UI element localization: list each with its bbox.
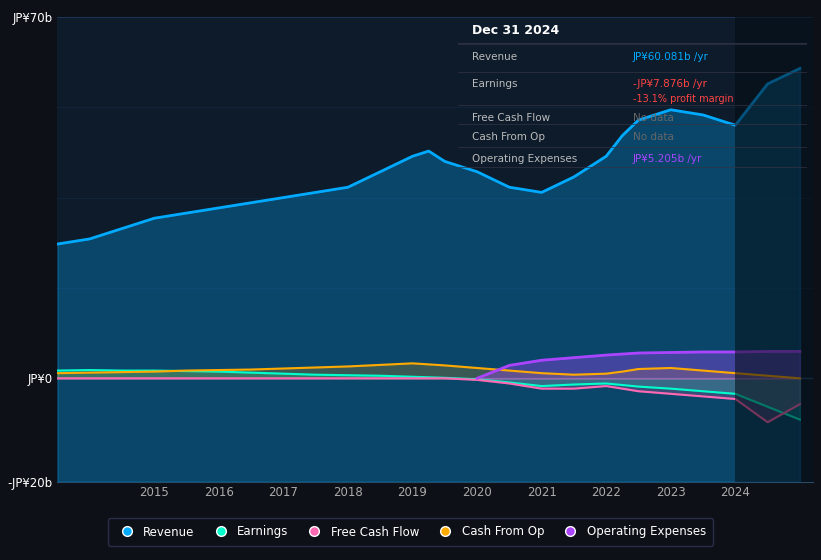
Text: -13.1% profit margin: -13.1% profit margin <box>633 94 733 104</box>
Bar <box>736 17 813 482</box>
Text: Dec 31 2024: Dec 31 2024 <box>472 24 559 36</box>
Text: Revenue: Revenue <box>472 52 517 62</box>
Text: No data: No data <box>633 113 673 123</box>
Text: -JP¥7.876b /yr: -JP¥7.876b /yr <box>633 80 706 89</box>
Text: JP¥60.081b /yr: JP¥60.081b /yr <box>633 52 709 62</box>
Text: Operating Expenses: Operating Expenses <box>472 155 577 164</box>
Text: Earnings: Earnings <box>472 80 517 89</box>
Text: JP¥5.205b /yr: JP¥5.205b /yr <box>633 155 702 164</box>
Text: Cash From Op: Cash From Op <box>472 132 545 142</box>
Legend: Revenue, Earnings, Free Cash Flow, Cash From Op, Operating Expenses: Revenue, Earnings, Free Cash Flow, Cash … <box>108 519 713 545</box>
Text: Free Cash Flow: Free Cash Flow <box>472 113 550 123</box>
Text: No data: No data <box>633 132 673 142</box>
